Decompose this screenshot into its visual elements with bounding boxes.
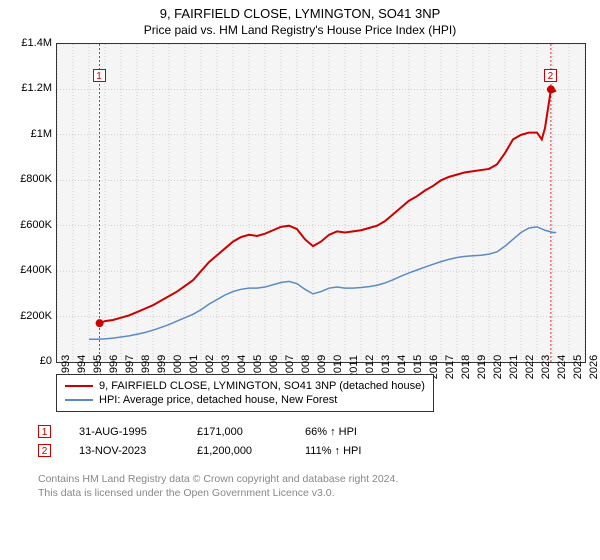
x-axis-label: 2026 xyxy=(588,355,600,379)
x-axis-label: 2024 xyxy=(556,355,568,379)
legend-swatch-hpi xyxy=(65,399,93,401)
y-axis-label: £400K xyxy=(0,264,52,276)
legend-label: 9, FAIRFIELD CLOSE, LYMINGTON, SO41 3NP … xyxy=(99,380,425,392)
footer-attribution: Contains HM Land Registry data © Crown c… xyxy=(38,472,398,500)
footer-line: Contains HM Land Registry data © Crown c… xyxy=(38,472,398,486)
x-axis-label: 2019 xyxy=(476,355,488,379)
y-axis-label: £1.2M xyxy=(0,82,52,94)
legend-label: HPI: Average price, detached house, New … xyxy=(99,394,337,406)
chart-container: 9, FAIRFIELD CLOSE, LYMINGTON, SO41 3NP … xyxy=(0,0,600,560)
marker-badge-2: 2 xyxy=(38,444,51,457)
y-axis-label: £600K xyxy=(0,219,52,231)
chart-title: 9, FAIRFIELD CLOSE, LYMINGTON, SO41 3NP xyxy=(0,0,600,21)
x-axis-label: 2021 xyxy=(508,355,520,379)
y-axis-label: £1M xyxy=(0,128,52,140)
legend: 9, FAIRFIELD CLOSE, LYMINGTON, SO41 3NP … xyxy=(56,374,434,412)
transaction-row: 1 31-AUG-1995 £171,000 66% ↑ HPI xyxy=(38,422,361,441)
transaction-date: 31-AUG-1995 xyxy=(79,426,169,438)
plot-marker-badge: 1 xyxy=(93,69,106,82)
x-axis-label: 2022 xyxy=(524,355,536,379)
y-axis-label: £1.4M xyxy=(0,37,52,49)
x-axis-label: 2018 xyxy=(460,355,472,379)
plot-marker-badge: 2 xyxy=(544,69,557,82)
transaction-price: £171,000 xyxy=(197,426,277,438)
chart-subtitle: Price paid vs. HM Land Registry's House … xyxy=(0,21,600,43)
y-axis-label: £0 xyxy=(0,355,52,367)
plot-svg xyxy=(57,44,585,362)
y-axis-label: £800K xyxy=(0,173,52,185)
chart-area: £0£200K£400K£600K£800K£1M£1.2M£1.4M19931… xyxy=(0,43,600,403)
legend-item-price: 9, FAIRFIELD CLOSE, LYMINGTON, SO41 3NP … xyxy=(65,379,425,393)
transaction-price: £1,200,000 xyxy=(197,445,277,457)
transaction-vs-hpi: 66% ↑ HPI xyxy=(305,426,357,438)
transaction-table: 1 31-AUG-1995 £171,000 66% ↑ HPI 2 13-NO… xyxy=(38,422,361,460)
legend-item-hpi: HPI: Average price, detached house, New … xyxy=(65,393,425,407)
x-axis-label: 2020 xyxy=(492,355,504,379)
x-axis-label: 2023 xyxy=(540,355,552,379)
transaction-vs-hpi: 111% ↑ HPI xyxy=(305,445,361,457)
y-axis-label: £200K xyxy=(0,310,52,322)
transaction-date: 13-NOV-2023 xyxy=(79,445,169,457)
legend-swatch-price xyxy=(65,385,93,387)
x-axis-label: 2017 xyxy=(444,355,456,379)
transaction-row: 2 13-NOV-2023 £1,200,000 111% ↑ HPI xyxy=(38,441,361,460)
x-axis-label: 2025 xyxy=(572,355,584,379)
plot-area xyxy=(56,43,586,363)
footer-line: This data is licensed under the Open Gov… xyxy=(38,486,398,500)
marker-badge-1: 1 xyxy=(38,425,51,438)
